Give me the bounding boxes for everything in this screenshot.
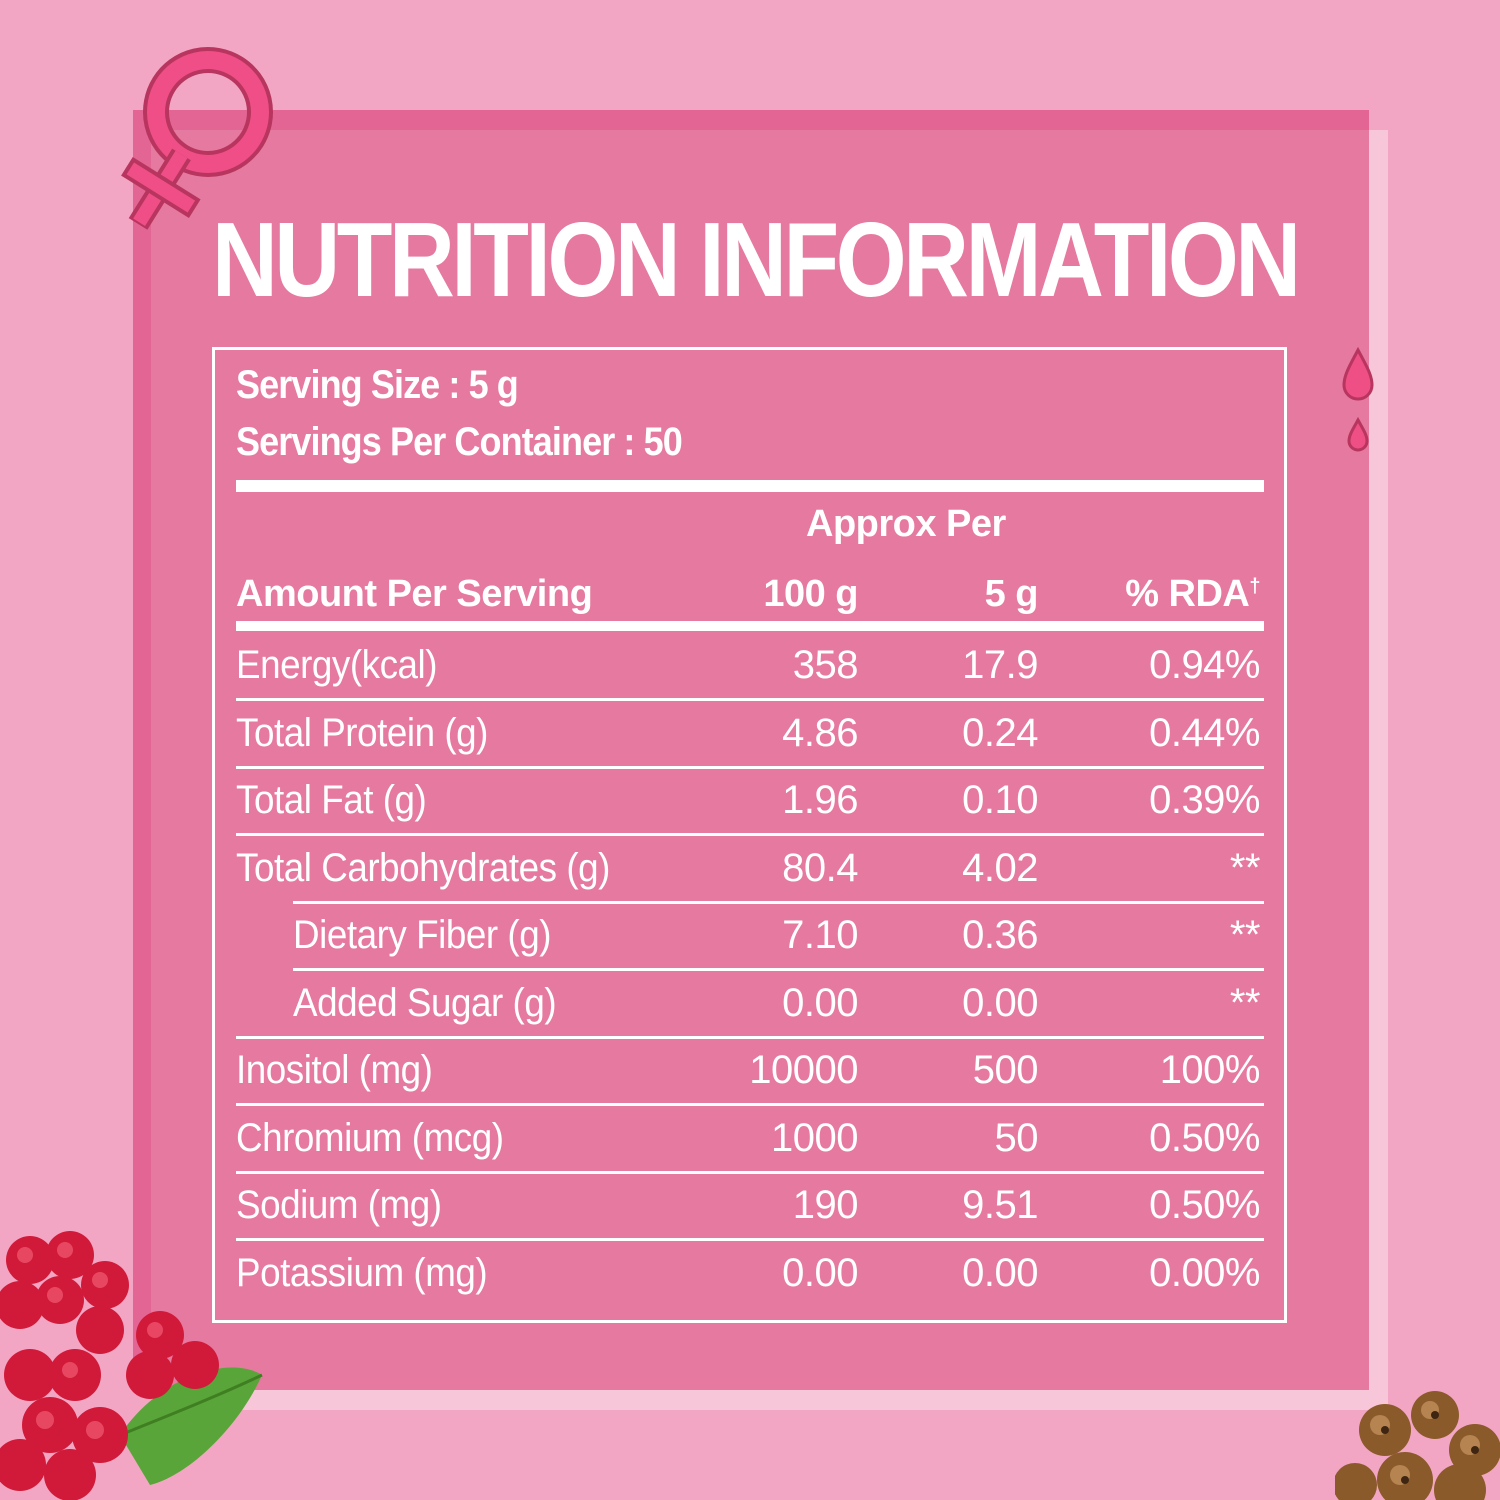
nutrient-name: Sodium (mg) xyxy=(236,1183,442,1227)
value-per-5g: 17.9 xyxy=(962,643,1038,687)
row-divider xyxy=(236,1170,1264,1174)
value-per-5g: 500 xyxy=(972,1048,1039,1092)
value-per-100g: 1000 xyxy=(771,1115,858,1160)
row-divider xyxy=(236,1035,1264,1039)
value-rda: ** xyxy=(1229,845,1261,890)
value-rda: 0.50% xyxy=(1149,1115,1260,1160)
nutrient-name: Dietary Fiber (g) xyxy=(293,913,552,957)
header-amount-per-serving: Amount Per Serving xyxy=(236,573,593,615)
value-per-5g: 0.00 xyxy=(962,1250,1038,1295)
nutrition-panel xyxy=(133,110,1369,1390)
row-divider xyxy=(293,900,1264,904)
value-per-5g: 0.00 xyxy=(962,980,1038,1025)
value-per-100g: 358 xyxy=(792,643,859,687)
value-rda: 0.94% xyxy=(1149,643,1260,687)
value-rda: 0.44% xyxy=(1149,710,1260,755)
nutrition-table xyxy=(212,347,1287,1323)
row-divider xyxy=(236,833,1264,836)
header-5g: 5 g xyxy=(984,573,1039,615)
header-rda-mark: † xyxy=(1249,575,1260,598)
nutrient-name: Total Fat (g) xyxy=(236,778,427,822)
row-divider xyxy=(293,968,1264,971)
servings-per-container: Servings Per Container : 50 xyxy=(236,420,683,464)
value-per-100g: 10000 xyxy=(749,1048,858,1092)
value-per-5g: 4.02 xyxy=(962,845,1038,890)
droplets-icon xyxy=(1342,346,1374,452)
value-per-5g: 0.24 xyxy=(962,710,1038,755)
value-rda: 0.39% xyxy=(1149,778,1260,822)
value-rda: 0.00% xyxy=(1149,1250,1260,1295)
value-per-5g: 9.51 xyxy=(962,1183,1038,1227)
value-per-100g: 0.00 xyxy=(782,1250,858,1295)
clove-icon xyxy=(1335,1391,1500,1500)
value-per-100g: 80.4 xyxy=(782,845,858,890)
female-symbol-icon xyxy=(121,47,273,230)
value-per-5g: 50 xyxy=(994,1115,1039,1160)
serving-size: Serving Size : 5 g xyxy=(236,363,519,407)
value-per-100g: 7.10 xyxy=(782,913,858,957)
value-per-5g: 0.36 xyxy=(962,913,1038,957)
value-rda: 0.50% xyxy=(1149,1183,1260,1227)
row-divider xyxy=(236,1238,1264,1241)
header-approx-per: Approx Per xyxy=(806,503,1006,545)
header-100g: 100 g xyxy=(763,573,858,615)
nutrient-name: Chromium (mcg) xyxy=(236,1115,504,1160)
nutrient-name: Potassium (mg) xyxy=(236,1250,488,1295)
nutrient-name: Energy(kcal) xyxy=(236,643,438,687)
divider-header xyxy=(236,621,1264,631)
nutrient-name: Inositol (mg) xyxy=(236,1048,433,1092)
value-per-100g: 190 xyxy=(792,1183,859,1227)
page-title: NUTRITION INFORMATION xyxy=(212,201,1301,319)
value-rda: 100% xyxy=(1159,1048,1261,1092)
value-per-100g: 0.00 xyxy=(782,980,858,1025)
value-per-100g: 1.96 xyxy=(782,778,858,822)
divider-thick xyxy=(236,480,1264,492)
row-divider xyxy=(236,765,1264,769)
value-rda: ** xyxy=(1229,980,1261,1025)
row-divider xyxy=(236,698,1264,701)
nutrient-name: Total Carbohydrates (g) xyxy=(236,845,610,890)
row-divider xyxy=(236,1103,1264,1106)
nutrient-name: Total Protein (g) xyxy=(236,710,488,755)
value-rda: ** xyxy=(1229,913,1261,957)
raspberry-icon xyxy=(0,1231,263,1500)
header-rda: % RDA† xyxy=(1080,573,1260,616)
value-per-100g: 4.86 xyxy=(782,710,858,755)
value-per-5g: 0.10 xyxy=(962,778,1038,822)
nutrient-name: Added Sugar (g) xyxy=(293,980,557,1025)
header-rda-label: % RDA xyxy=(1125,573,1250,615)
